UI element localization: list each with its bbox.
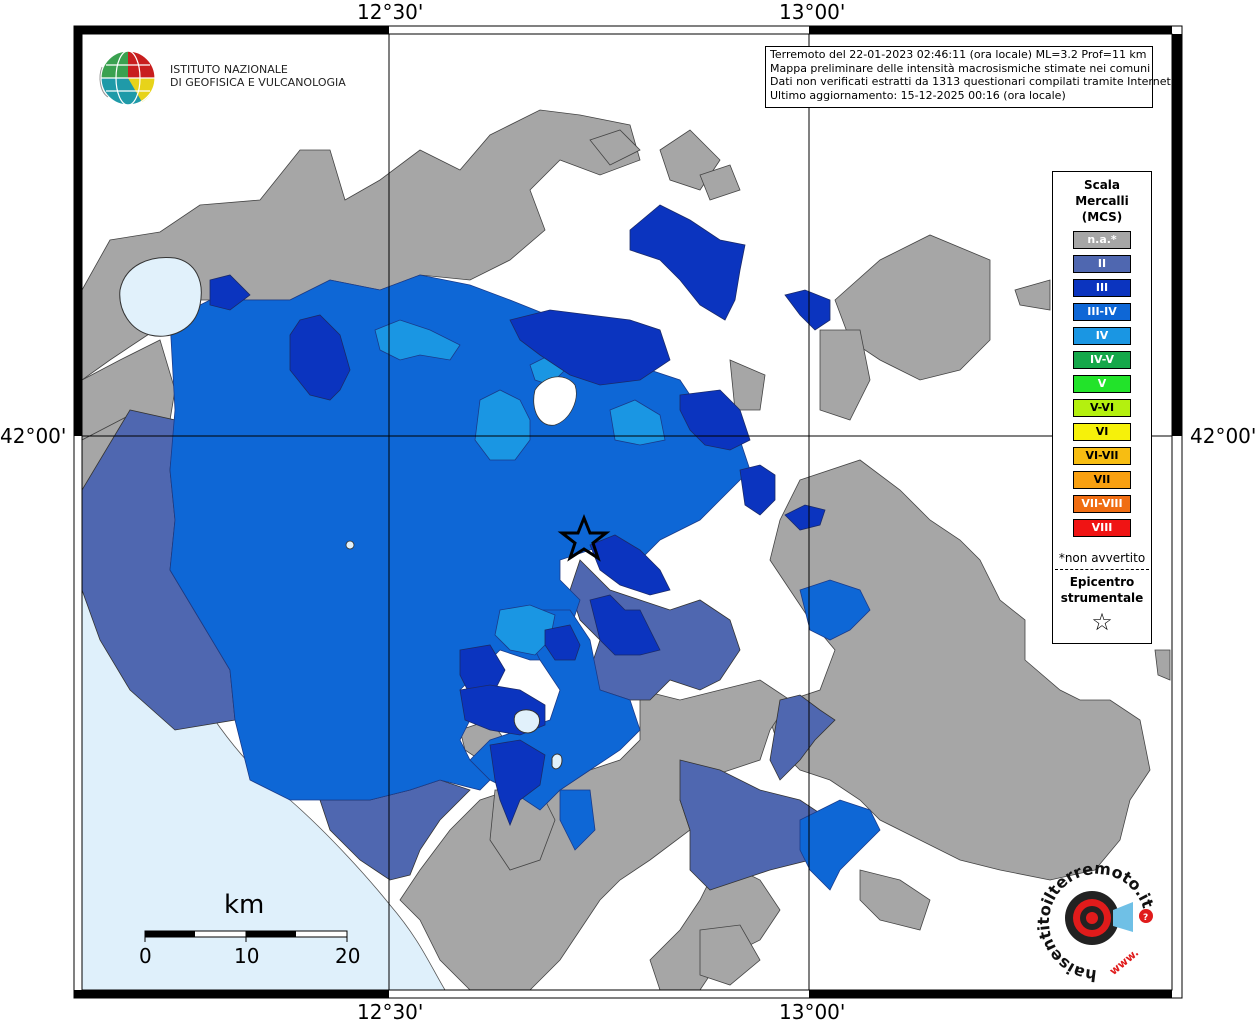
hsit-logo: haisentitoilterremoto.it ? www. (1035, 860, 1158, 985)
info-line-4: Ultimo aggiornamento: 15-12-2025 00:16 (… (770, 88, 1066, 102)
legend-title: Scala Mercalli (MCS) (1075, 178, 1129, 224)
legend-item: VIII (1073, 519, 1131, 537)
lake-nemi (551, 753, 563, 770)
legend-item: VII (1073, 471, 1131, 489)
legend-note: *non avvertito (1058, 551, 1146, 565)
legend-item: III-IV (1073, 303, 1131, 321)
info-line-1: Terremoto del 22-01-2023 02:46:11 (ora l… (770, 48, 1147, 61)
legend-epicenter-label: Epicentro strumentale (1060, 575, 1144, 605)
legend-item: V (1073, 375, 1131, 393)
legend-items: n.a.* II III III-IV IV IV-V V V-VI VI VI-VII VII VI… (1053, 231, 1151, 537)
lon-label-bottom-left: 12°30' (357, 1000, 424, 1024)
map-frame (73, 25, 1183, 999)
hsit-www-text: www. (1107, 946, 1141, 978)
svg-text:?: ? (1143, 913, 1148, 923)
graticule (82, 34, 1172, 990)
legend-item: III (1073, 279, 1131, 297)
legend-item: VI-VII (1073, 447, 1131, 465)
info-line-3: Dati non verificati estratti da 1313 que… (770, 75, 1175, 88)
lat-label-right: 42°00' (1190, 424, 1255, 448)
ingv-logo (99, 50, 156, 106)
scale-bar (144, 930, 348, 942)
lake-bolsena (119, 256, 202, 337)
legend-item: VI (1073, 423, 1131, 441)
legend-item: IV (1073, 327, 1131, 345)
lake-small (345, 540, 355, 550)
scale-label-0: 0 (139, 944, 152, 968)
lat-label-left: 42°00' (0, 424, 67, 448)
lon-label-top-right: 13°00' (779, 0, 846, 24)
ingv-logo-text: ISTITUTO NAZIONALE DI GEOFISICA E VULCAN… (170, 63, 346, 89)
scale-unit-label: km (224, 890, 265, 920)
lake-albano (513, 709, 541, 734)
info-line-2: Mappa preliminare delle intensità macros… (770, 61, 1151, 75)
legend-item: VII-VIII (1073, 495, 1131, 513)
earthquake-info-box: Terremoto del 22-01-2023 02:46:11 (ora l… (765, 46, 1175, 108)
scale-label-10: 10 (234, 944, 260, 968)
legend-item: II (1073, 255, 1131, 273)
lon-label-top-left: 12°30' (357, 0, 424, 24)
legend-item: IV-V (1073, 351, 1131, 369)
lake-sabatini (533, 376, 577, 426)
lon-label-bottom-right: 13°00' (779, 1000, 846, 1024)
legend-item: V-VI (1073, 399, 1131, 417)
legend-item: n.a.* (1073, 231, 1131, 249)
scale-label-20: 20 (335, 944, 361, 968)
legend-divider (1055, 569, 1149, 570)
mcs-legend: Scala Mercalli (MCS) n.a.* II III III-IV IV I… (1052, 171, 1152, 644)
legend-star-icon: ☆ (1091, 608, 1113, 636)
epicenter-star (557, 513, 611, 562)
